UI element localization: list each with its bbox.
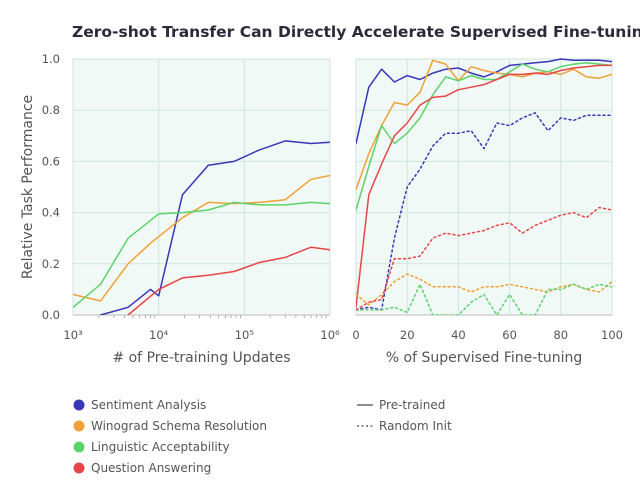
series-line-linguistic-pretrained bbox=[356, 62, 612, 211]
series-line-winograd-pretrained bbox=[356, 59, 612, 191]
series-line-qa-random-init bbox=[356, 206, 612, 311]
y-tick-label: 0.0 bbox=[42, 308, 60, 322]
series-group bbox=[73, 140, 330, 315]
series-line-qa-pretrained bbox=[356, 64, 612, 309]
right-chart-panel: 0 20 40 60 80 100 % of Supervised Fine-tuning bbox=[352, 58, 623, 366]
legend-label-qa: Question Answering bbox=[91, 461, 211, 475]
x-axis-label: % of Supervised Fine-tuning bbox=[386, 350, 582, 366]
x-tick-label: 60 bbox=[502, 328, 517, 342]
plot-background bbox=[356, 59, 612, 315]
x-tick-label: 80 bbox=[553, 328, 568, 342]
y-axis-label: Relative Task Performance bbox=[20, 95, 36, 279]
series-line-sentiment-random-init bbox=[356, 112, 612, 311]
series-line-linguistic-random-init bbox=[356, 283, 612, 315]
legend-marker-linguistic bbox=[73, 441, 85, 453]
left-chart-panel: 10³ 10⁴ 10⁵ 10⁶ 0.0 0.2 0.4 0.6 0.8 1.0 Relative T… bbox=[20, 52, 340, 366]
x-tick-label: 10⁴ bbox=[149, 328, 169, 342]
legend-marker-qa bbox=[73, 462, 85, 474]
series-line-winograd-random-init bbox=[356, 273, 612, 306]
y-tick-label: 0.4 bbox=[42, 206, 60, 220]
chart-title: Zero-shot Transfer Can Directly Accelera… bbox=[72, 23, 640, 41]
x-tick-label: 10³ bbox=[63, 328, 83, 342]
series-line-qa-pretrained bbox=[127, 246, 330, 315]
y-tick-label: 0.8 bbox=[42, 103, 60, 117]
series-line-winograd-pretrained bbox=[73, 174, 330, 302]
legend: Sentiment Analysis Winograd Schema Resolu… bbox=[73, 398, 452, 475]
y-tick-label: 0.6 bbox=[42, 154, 60, 168]
y-tick-label: 1.0 bbox=[42, 52, 60, 66]
series-line-linguistic-pretrained bbox=[73, 201, 330, 309]
series-group bbox=[356, 58, 612, 315]
x-tick-label: 10⁵ bbox=[235, 328, 255, 342]
x-tick-label: 40 bbox=[451, 328, 466, 342]
series-line-sentiment-pretrained bbox=[356, 58, 612, 145]
legend-label-sentiment: Sentiment Analysis bbox=[91, 398, 206, 412]
x-tick-label: 0 bbox=[352, 328, 359, 342]
legend-marker-sentiment bbox=[73, 399, 85, 411]
x-axis-label: # of Pre-training Updates bbox=[112, 350, 290, 366]
x-tick-label: 10⁶ bbox=[320, 328, 340, 342]
legend-marker-winograd bbox=[73, 420, 85, 432]
legend-label-winograd: Winograd Schema Resolution bbox=[91, 419, 267, 433]
legend-label-random-init: Random Init bbox=[379, 419, 452, 433]
legend-label-pretrained: Pre-trained bbox=[379, 398, 445, 412]
series-line-sentiment-pretrained bbox=[99, 140, 330, 315]
x-tick-label: 100 bbox=[601, 328, 623, 342]
legend-label-linguistic: Linguistic Acceptability bbox=[91, 440, 230, 454]
y-tick-label: 0.2 bbox=[42, 257, 60, 271]
x-tick-label: 20 bbox=[400, 328, 415, 342]
plot-background bbox=[73, 59, 330, 315]
